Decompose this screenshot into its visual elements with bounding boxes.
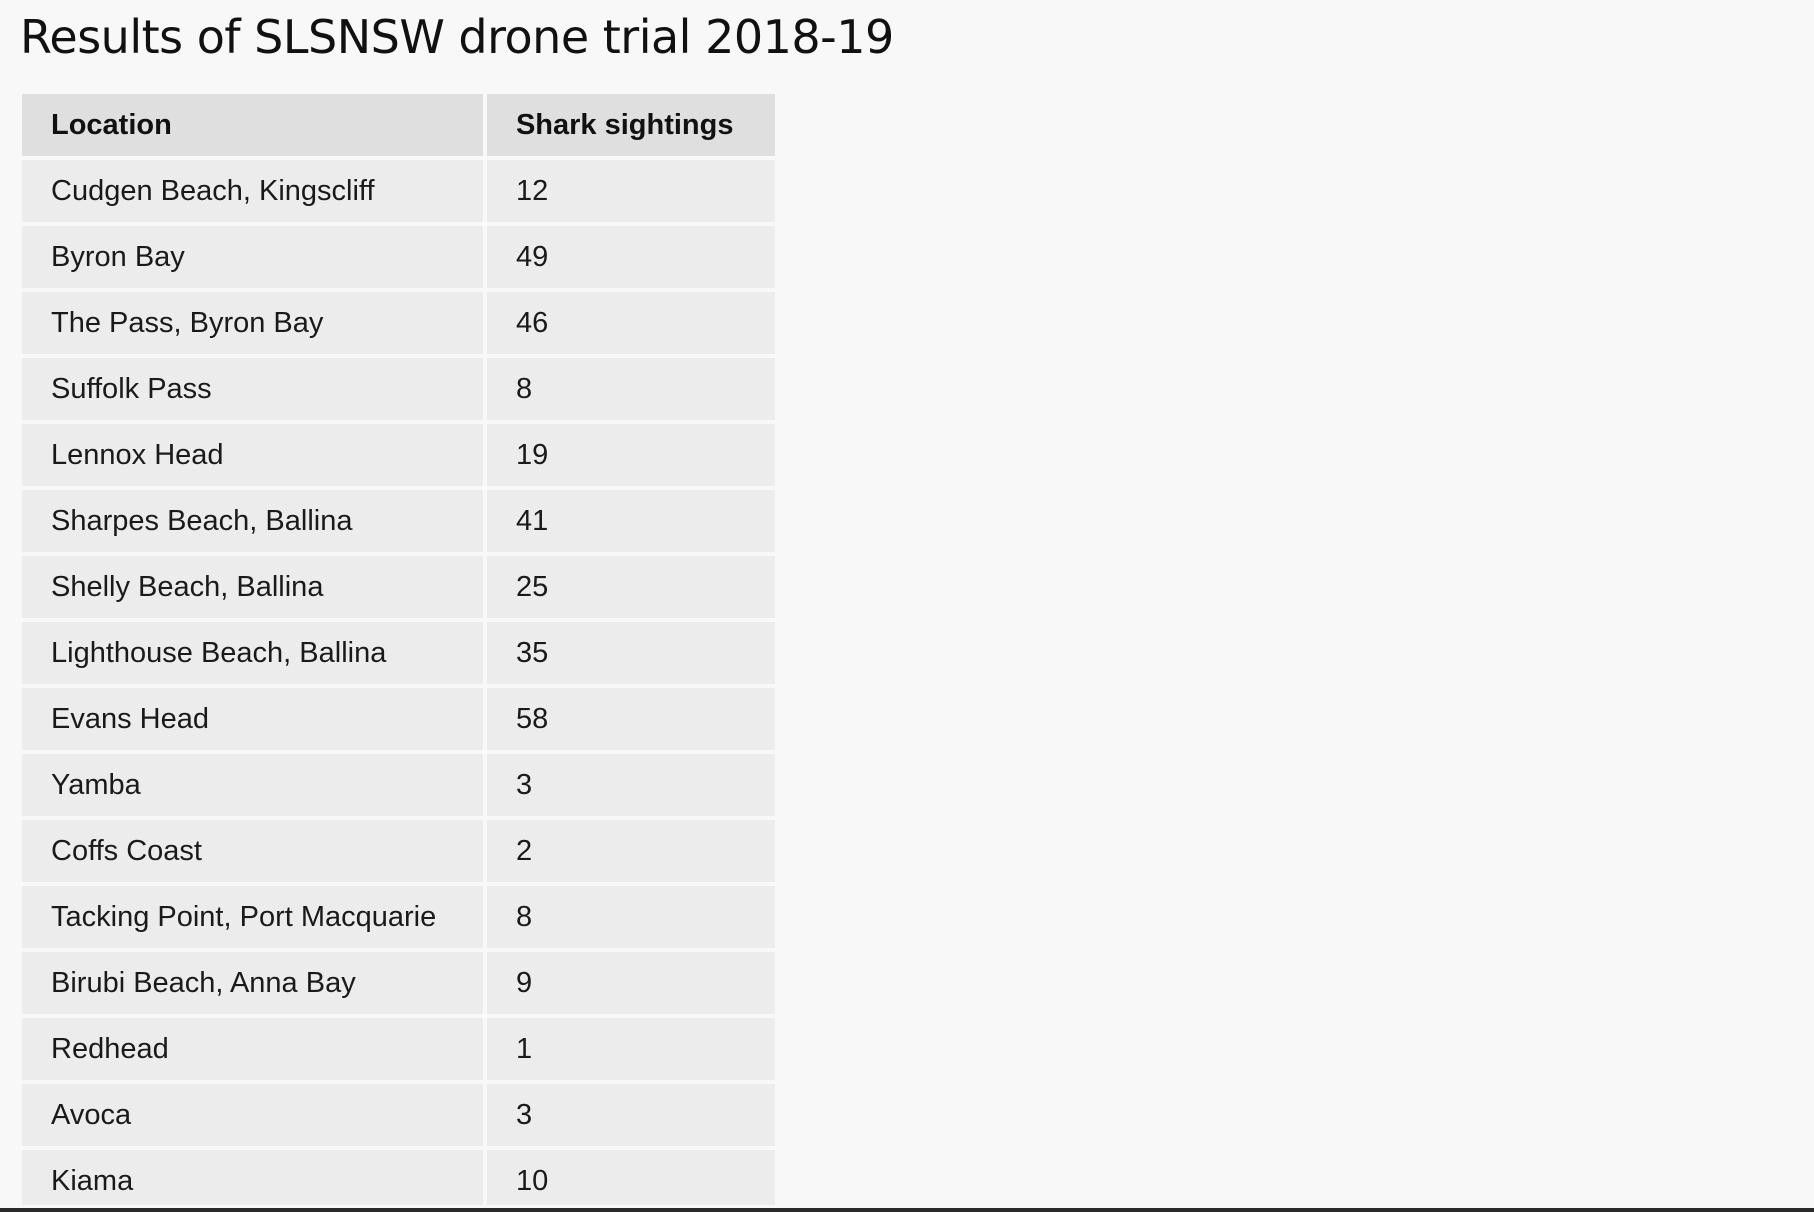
shark-sightings-cell: 3 xyxy=(486,1084,775,1146)
location-cell: Kiama xyxy=(22,1150,483,1205)
table-row: Cudgen Beach, Kingscliff 12 xyxy=(22,160,775,222)
table-row: Lennox Head 19 xyxy=(22,424,775,486)
shark-sightings-cell: 25 xyxy=(486,556,775,618)
location-cell: Lennox Head xyxy=(22,424,483,486)
shark-sightings-cell: 19 xyxy=(486,424,775,486)
table-row: Birubi Beach, Anna Bay 9 xyxy=(22,952,775,1014)
shark-sightings-cell: 35 xyxy=(486,622,775,684)
shark-sightings-cell: 8 xyxy=(486,358,775,420)
results-table: Location Shark sightings Cudgen Beach, K… xyxy=(22,94,775,1205)
table-row: Byron Bay 49 xyxy=(22,226,775,288)
shark-sightings-cell: 1 xyxy=(486,1018,775,1080)
location-cell: Suffolk Pass xyxy=(22,358,483,420)
table-row: Coffs Coast 2 xyxy=(22,820,775,882)
table-row: Lighthouse Beach, Ballina 35 xyxy=(22,622,775,684)
shark-sightings-cell: 9 xyxy=(486,952,775,1014)
location-cell: Redhead xyxy=(22,1018,483,1080)
column-header-shark-sightings[interactable]: Shark sightings xyxy=(486,94,775,156)
location-cell: Byron Bay xyxy=(22,226,483,288)
shark-sightings-cell: 10 xyxy=(486,1150,775,1205)
location-cell: Tacking Point, Port Macquarie xyxy=(22,886,483,948)
table-row: Kiama 10 xyxy=(22,1150,775,1205)
table-row: Evans Head 58 xyxy=(22,688,775,750)
shark-sightings-cell: 2 xyxy=(486,820,775,882)
location-cell: Shelly Beach, Ballina xyxy=(22,556,483,618)
table-row: Tacking Point, Port Macquarie 8 xyxy=(22,886,775,948)
table-row: Avoca 3 xyxy=(22,1084,775,1146)
table-header-row: Location Shark sightings xyxy=(22,94,775,156)
location-cell: Yamba xyxy=(22,754,483,816)
table-row: Redhead 1 xyxy=(22,1018,775,1080)
location-cell: Avoca xyxy=(22,1084,483,1146)
table-row: The Pass, Byron Bay 46 xyxy=(22,292,775,354)
shark-sightings-cell: 3 xyxy=(486,754,775,816)
location-cell: The Pass, Byron Bay xyxy=(22,292,483,354)
location-cell: Cudgen Beach, Kingscliff xyxy=(22,160,483,222)
bottom-divider xyxy=(0,1208,1814,1212)
shark-sightings-cell: 41 xyxy=(486,490,775,552)
table-row: Shelly Beach, Ballina 25 xyxy=(22,556,775,618)
location-cell: Evans Head xyxy=(22,688,483,750)
location-cell: Lighthouse Beach, Ballina xyxy=(22,622,483,684)
shark-sightings-cell: 58 xyxy=(486,688,775,750)
location-cell: Sharpes Beach, Ballina xyxy=(22,490,483,552)
table-row: Yamba 3 xyxy=(22,754,775,816)
shark-sightings-cell: 46 xyxy=(486,292,775,354)
shark-sightings-cell: 49 xyxy=(486,226,775,288)
table-row: Sharpes Beach, Ballina 41 xyxy=(22,490,775,552)
shark-sightings-cell: 8 xyxy=(486,886,775,948)
page-title: Results of SLSNSW drone trial 2018-19 xyxy=(20,10,894,64)
column-header-location[interactable]: Location xyxy=(22,94,483,156)
location-cell: Coffs Coast xyxy=(22,820,483,882)
table-body: Cudgen Beach, Kingscliff 12 Byron Bay 49 The… xyxy=(22,160,775,1205)
results-table-container: Location Shark sightings Cudgen Beach, K… xyxy=(22,94,775,1205)
location-cell: Birubi Beach, Anna Bay xyxy=(22,952,483,1014)
shark-sightings-cell: 12 xyxy=(486,160,775,222)
table-row: Suffolk Pass 8 xyxy=(22,358,775,420)
